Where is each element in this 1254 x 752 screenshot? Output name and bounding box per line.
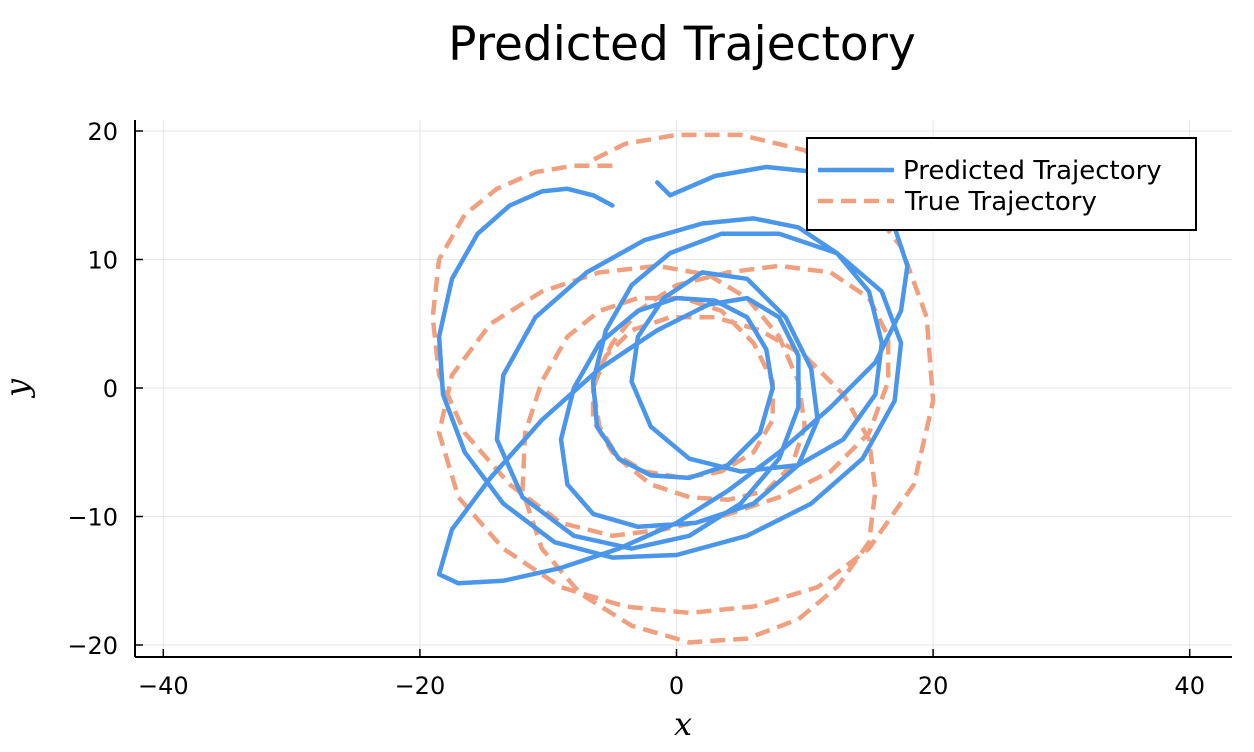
legend-label-predicted: Predicted Trajectory [903,156,1162,186]
x-ticks: −40 −20 0 20 40 [138,649,1205,700]
x-tick-label: 0 [669,672,684,700]
chart-title: Predicted Trajectory [448,17,916,72]
x-axis-label: x [674,705,692,743]
y-tick-label: 20 [87,118,118,146]
x-tick-label: 40 [1174,672,1205,700]
series-line-predicted-trajectory [436,164,910,586]
series-layer [430,132,936,645]
legend-box [806,137,1197,231]
y-tick-label: 10 [87,247,118,275]
y-axis-label: y [0,378,36,399]
x-tick-label: −20 [395,672,446,700]
x-tick-label: −40 [138,672,189,700]
y-tick-label: −20 [67,632,118,660]
legend: Predicted Trajectory True Trajectory [806,137,1197,231]
series-line-true-trajectory [430,132,936,645]
x-tick-label: 20 [918,672,949,700]
y-tick-label: −10 [67,504,118,532]
legend-label-true: True Trajectory [904,187,1097,217]
y-tick-label: 0 [103,375,118,403]
y-ticks: −20 −10 0 10 20 [67,118,143,660]
